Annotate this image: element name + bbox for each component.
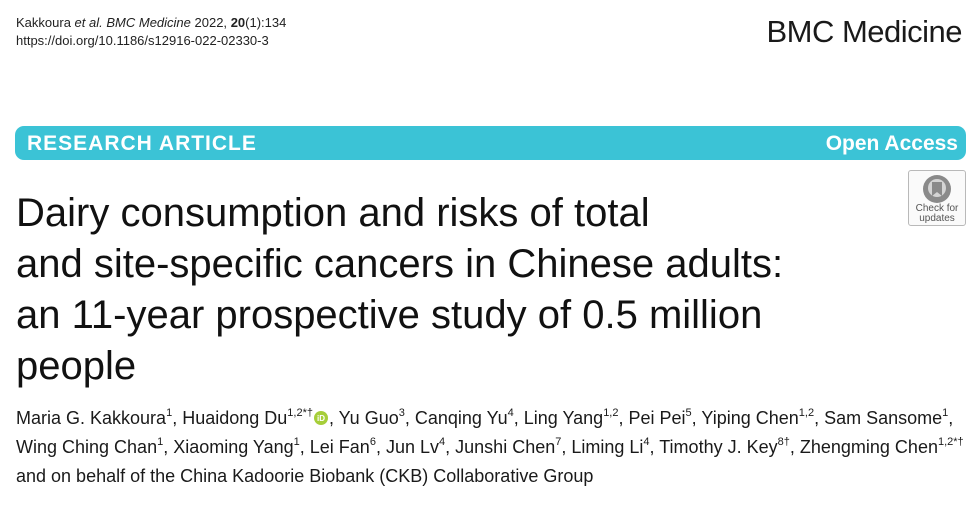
author-name[interactable]: Zhengming Chen	[799, 437, 938, 457]
author-name[interactable]: Canqing Yu	[414, 408, 508, 428]
author-affiliation[interactable]: 1,2*†	[287, 407, 313, 419]
author-name[interactable]: Pei Pei	[628, 408, 686, 428]
author-affiliation[interactable]: 6	[369, 436, 376, 448]
title-line-2: and site-specific cancers in Chinese adu…	[16, 242, 784, 286]
author[interactable]: Yu Guo3	[338, 407, 405, 429]
citation-volume: 20	[230, 15, 246, 30]
author[interactable]: Jun Lv4	[385, 436, 446, 458]
author-affiliation[interactable]: 5	[685, 407, 692, 419]
author-affiliation[interactable]: 1,2	[603, 407, 619, 419]
check-for-updates-line2: updates	[919, 213, 955, 224]
check-for-updates-icon	[923, 175, 951, 203]
svg-text:iD: iD	[317, 414, 325, 423]
author[interactable]: Junshi Chen7	[455, 436, 562, 458]
author[interactable]: Maria G. Kakkoura1	[16, 407, 173, 429]
author-name[interactable]: Yu Guo	[338, 408, 399, 428]
check-for-updates-line1: Check for	[915, 203, 959, 214]
author-affiliation[interactable]: 1,2*†	[937, 436, 964, 448]
authors-tail: and on behalf of the China Kadoorie Biob…	[16, 466, 594, 486]
author-name[interactable]: Liming Li	[571, 437, 644, 457]
citation-issue-pages: (1):134	[245, 15, 287, 30]
author[interactable]: Huaidong Du1,2*† iD	[182, 408, 329, 428]
author-affiliation[interactable]: 1	[166, 407, 173, 419]
author[interactable]: Yiping Chen1,2	[701, 407, 815, 429]
author[interactable]: Zhengming Chen1,2*†	[799, 436, 964, 458]
author-affiliation[interactable]: 3	[398, 407, 405, 419]
author[interactable]: Xiaoming Yang1	[173, 436, 300, 458]
author-affiliation[interactable]: 1	[293, 436, 300, 448]
citation: Kakkoura et al. BMC Medicine 2022, 20(1)…	[16, 14, 286, 50]
article-type-label: RESEARCH ARTICLE	[27, 132, 257, 155]
author[interactable]: Ling Yang1,2	[523, 407, 619, 429]
author-name[interactable]: Lei Fan	[309, 437, 370, 457]
check-for-updates-button[interactable]: Check for updates	[908, 170, 966, 226]
author-name[interactable]: Ling Yang	[523, 408, 604, 428]
author[interactable]: Liming Li4	[571, 436, 650, 458]
author-affiliation[interactable]: 1,2	[798, 407, 815, 419]
article-title: Dairy consumption and risks of total and…	[16, 188, 896, 392]
title-line-3: an 11-year prospective study of 0.5 mill…	[16, 293, 763, 337]
author[interactable]: Wing Ching Chan1	[16, 436, 164, 458]
author[interactable]: Timothy J. Key8†	[659, 436, 790, 458]
citation-authors: Kakkoura	[16, 15, 71, 30]
author-affiliation[interactable]: 1	[157, 436, 164, 448]
author-name[interactable]: Maria G. Kakkoura	[16, 408, 167, 428]
citation-doi[interactable]: https://doi.org/10.1186/s12916-022-02330…	[16, 33, 269, 48]
author-name[interactable]: Wing Ching Chan	[16, 437, 158, 457]
citation-line: Kakkoura et al. BMC Medicine 2022, 20(1)…	[16, 14, 286, 32]
author-list: Maria G. Kakkoura1, Huaidong Du1,2*† iD, …	[16, 407, 964, 487]
title-line-4: people	[16, 344, 137, 388]
author-name[interactable]: Yiping Chen	[701, 408, 799, 428]
orcid-icon[interactable]: iD	[313, 411, 328, 425]
author[interactable]: Sam Sansome1	[824, 407, 949, 429]
open-access-label: Open Access	[825, 132, 958, 155]
author-affiliation[interactable]: 4	[439, 436, 446, 448]
citation-year: 2022,	[194, 15, 228, 30]
title-line-1: Dairy consumption and risks of total	[16, 191, 650, 235]
author-name[interactable]: Jun Lv	[385, 437, 440, 457]
author-affiliation[interactable]: 7	[555, 436, 562, 448]
author-affiliation[interactable]: 8†	[777, 436, 790, 448]
author-name[interactable]: Huaidong Du	[182, 408, 288, 428]
author[interactable]: Lei Fan6	[309, 436, 376, 458]
citation-journal: BMC Medicine	[106, 15, 191, 30]
author-name[interactable]: Junshi Chen	[455, 437, 556, 457]
article-type-banner: RESEARCH ARTICLE Open Access	[15, 126, 966, 160]
author-name[interactable]: Sam Sansome	[824, 408, 943, 428]
journal-logo: BMC Medicine	[766, 14, 962, 49]
author-name[interactable]: Timothy J. Key	[659, 437, 778, 457]
author-affiliation[interactable]: 1	[942, 407, 949, 419]
author-affiliation[interactable]: 4	[643, 436, 650, 448]
citation-etal: et al.	[74, 15, 103, 30]
author-name[interactable]: Xiaoming Yang	[173, 437, 294, 457]
author[interactable]: Canqing Yu4	[414, 407, 514, 429]
author-affiliation[interactable]: 4	[507, 407, 514, 419]
author[interactable]: Pei Pei5	[628, 407, 692, 429]
